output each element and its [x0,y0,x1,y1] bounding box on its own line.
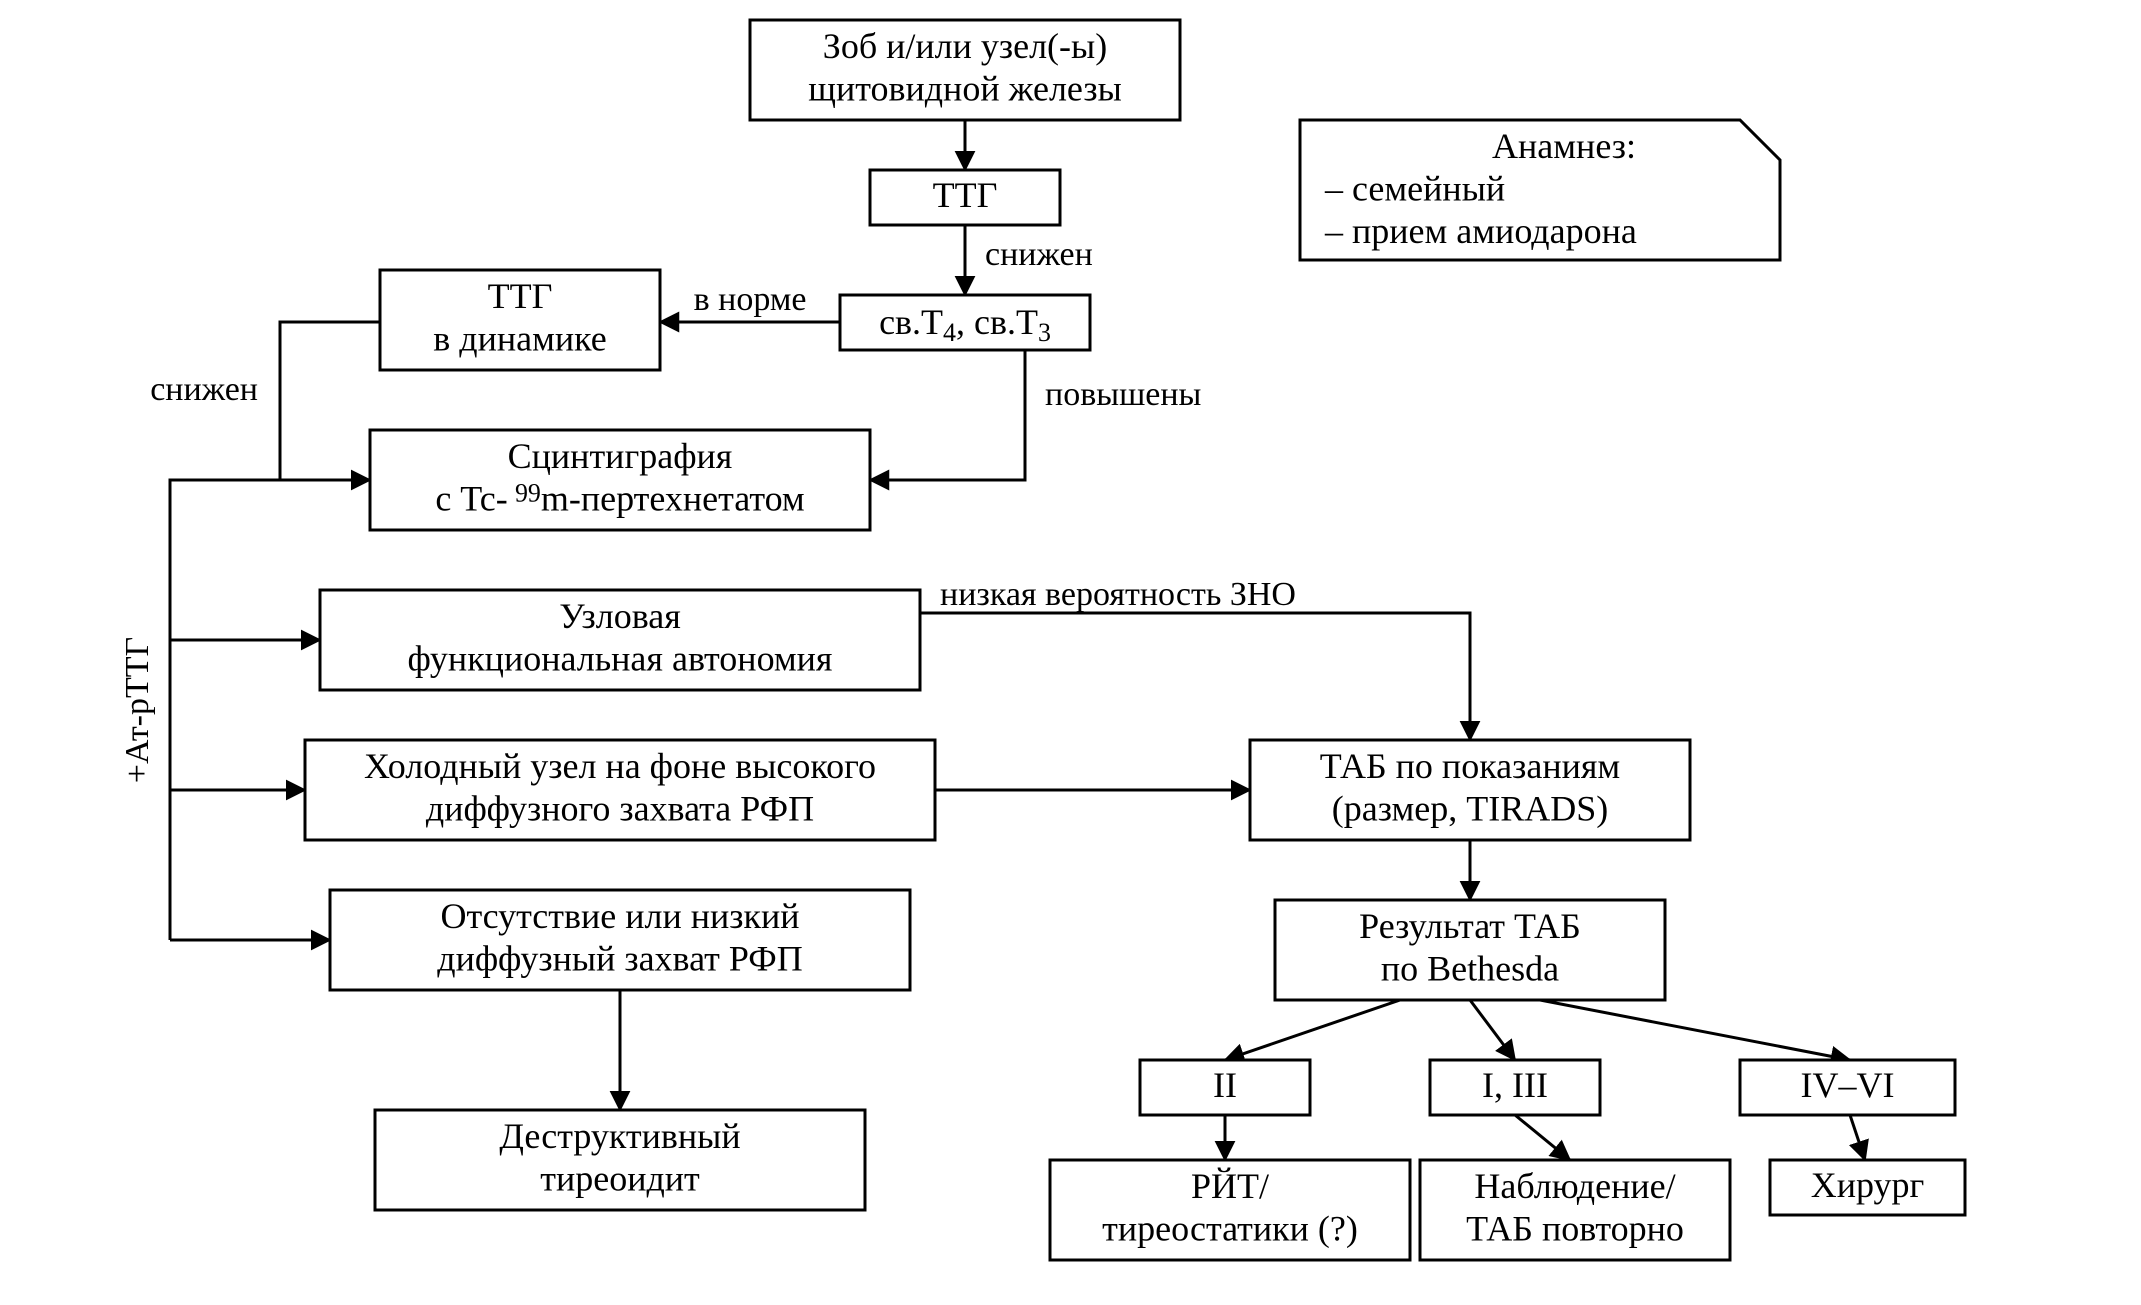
node-ttg-line0: ТТГ [933,175,998,215]
edge-e-res-I_III [1470,1000,1515,1060]
node-observe-line0: Наблюдение/ [1474,1166,1675,1206]
edge-e-res-IV_VI [1540,1000,1850,1060]
node-rit-line0: РЙТ/ [1191,1166,1269,1206]
edge-e-nodular-tab [920,613,1470,740]
note-line2: – прием амиодарона [1324,211,1637,251]
node-tab-line1: (размер, TIRADS) [1332,789,1608,829]
edge-e-ttgDyn-down [280,322,380,480]
edge-label-povysheny: повышены [1045,376,1202,413]
note-line0: Анамнез: [1492,126,1636,166]
node-lowUptake-line1: диффузный захват РФП [437,939,802,979]
node-ttgDyn-line1: в динамике [433,319,606,359]
edge-e-IV_VI-surg [1850,1115,1865,1160]
node-catIV_VI-line0: IV–VI [1801,1065,1895,1105]
node-nodular-line1: функциональная автономия [408,639,833,679]
note-line1: – семейный [1324,168,1505,208]
node-t4t3-text: св.T4, св.T3 [879,302,1051,347]
node-coldNode-line0: Холодный узел на фоне высокого [364,746,876,786]
node-surgeon-line0: Хирург [1811,1165,1925,1205]
node-start-line1: щитовидной железы [808,69,1122,109]
node-tabRes-line1: по Bethesda [1381,949,1559,989]
edge-e-I_III-obs [1515,1115,1570,1160]
node-tab-line0: ТАБ по показаниям [1320,746,1620,786]
node-catI_III-line0: I, III [1482,1065,1548,1105]
edge-e-bus-down [170,480,370,940]
edge-label-lowZNO: низкая вероятность ЗНО [940,576,1296,613]
node-destruct-line1: тиреоидит [540,1159,700,1199]
edge-e-t4t3-scinti [870,350,1025,480]
node-tabRes-line0: Результат ТАБ [1359,906,1581,946]
node-catII-line0: II [1213,1065,1237,1105]
edge-label-snizhen1: снижен [985,236,1093,273]
node-nodular-line0: Узловая [559,596,681,636]
node-coldNode-line1: диффузного захвата РФП [426,789,814,829]
node-destruct-line0: Деструктивный [499,1116,740,1156]
node-ttgDyn-line0: ТТГ [488,276,553,316]
edge-label-snizhen2: снижен [150,371,258,408]
node-rit-line1: тиреостатики (?) [1102,1209,1358,1249]
edge-label-atrttg: +Ат-рТТГ [119,637,156,783]
node-scinti-line1: с Tc- 99m-пертехнетатом [435,479,804,519]
node-lowUptake-line0: Отсутствие или низкий [440,896,799,936]
node-observe-line1: ТАБ повторно [1466,1209,1684,1249]
edge-e-res-II [1225,1000,1400,1060]
edge-label-vnorme: в норме [694,281,807,318]
node-scinti-line0: Сцинтиграфия [508,436,733,476]
node-start-line0: Зоб и/или узел(-ы) [823,26,1107,66]
